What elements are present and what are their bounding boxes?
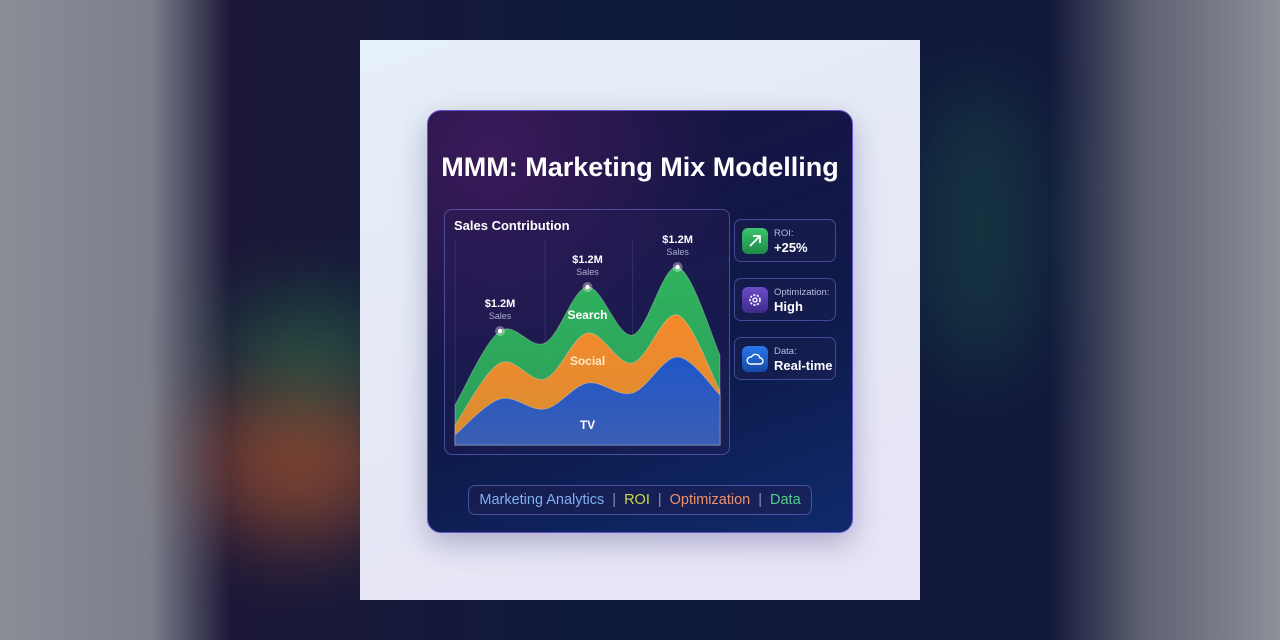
trend-up-arrow-icon xyxy=(742,228,768,254)
peak-point xyxy=(497,328,503,334)
series-label-search: Search xyxy=(567,308,607,322)
chart-title: Sales Contribution xyxy=(454,218,570,233)
peak-point xyxy=(675,264,680,270)
tag-data: Data xyxy=(770,492,801,508)
stat-optimization: Optimization: High xyxy=(734,278,836,321)
tag-optimization: Optimization xyxy=(669,492,751,508)
tag-roi: ROI xyxy=(624,492,650,508)
tag-bar: Marketing Analytics | ROI | Optimization | … xyxy=(468,485,812,515)
stat-label: Optimization: xyxy=(774,287,830,298)
annotation-label: Sales xyxy=(489,311,512,321)
stat-label: Data: xyxy=(774,346,797,357)
divider: | xyxy=(657,492,662,508)
cloud-icon xyxy=(742,346,768,372)
stat-label: ROI: xyxy=(774,228,794,239)
stat-value: High xyxy=(774,299,803,314)
divider: | xyxy=(758,492,762,508)
stat-value: Real-time xyxy=(774,358,833,373)
gear-icon xyxy=(742,287,768,313)
stat-data: Data: Real-time xyxy=(734,337,836,380)
divider: | xyxy=(612,492,617,508)
series-label-social: Social xyxy=(570,354,605,368)
stat-roi: ROI: +25% xyxy=(734,219,836,262)
annotation-value: $1.2M xyxy=(485,298,516,310)
annotation-value: $1.2M xyxy=(662,234,693,246)
background-blur xyxy=(920,80,1040,380)
series-label-tv: TV xyxy=(580,418,595,432)
peak-point xyxy=(585,284,590,290)
annotation-label: Sales xyxy=(576,267,599,277)
sales-contribution-chart: TVSocialSearch$1.2MSales$1.2MSales$1.2MS… xyxy=(454,234,721,446)
annotation-label: Sales xyxy=(666,247,689,257)
tag-marketing-analytics: Marketing Analytics xyxy=(479,492,605,508)
annotation-value: $1.2M xyxy=(572,254,603,266)
mmm-card xyxy=(427,110,853,533)
page-title: MMM: Marketing Mix Modelling xyxy=(441,152,839,182)
area-tv xyxy=(454,356,721,446)
stat-value: +25% xyxy=(774,240,808,255)
